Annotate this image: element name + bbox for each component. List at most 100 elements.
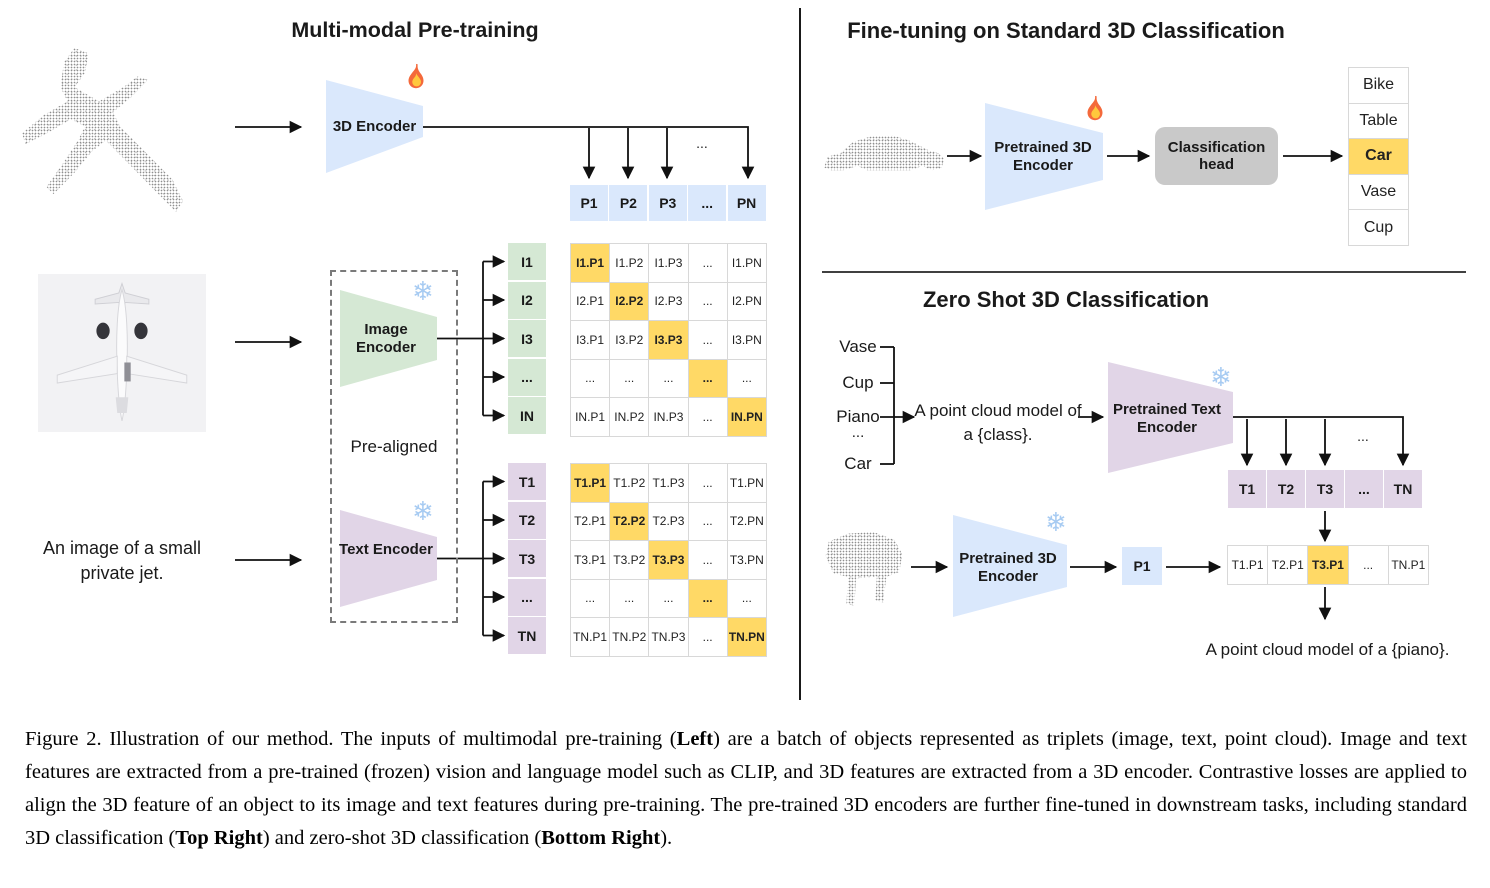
text-similarity-matrix-cell-3-2: ... xyxy=(649,579,689,618)
text-similarity-matrix-cell-0-3: ... xyxy=(688,464,728,503)
text-similarity-matrix-cell-0-1: T1.P2 xyxy=(610,464,650,503)
i-col: I1 I2 I3... IN xyxy=(508,243,546,434)
image-similarity-matrix: I1.P1 I1.P2 I1.P3... I1.PN I2.P1 I2.P2 I2.P3..… xyxy=(570,243,767,437)
text-similarity-matrix-cell-3-0: ... xyxy=(571,579,611,618)
p-row-cell-2: P3 xyxy=(648,185,687,221)
text-similarity-matrix-cell-1-1: T2.P2 xyxy=(610,502,650,541)
p1-feature-box: P1 xyxy=(1122,547,1162,585)
zs-tp-row-cell-0: T1.P1 xyxy=(1228,546,1269,585)
image-similarity-matrix-cell-3-3: ... xyxy=(688,359,728,398)
image-similarity-matrix-cell-3-2: ... xyxy=(649,359,689,398)
text-similarity-matrix-cell-4-0: TN.P1 xyxy=(571,618,611,657)
zeroshot-class: Cup xyxy=(842,373,874,392)
text-similarity-matrix-cell-1-3: ... xyxy=(688,502,728,541)
left-panel-title: Multi-modal Pre-training xyxy=(291,18,539,42)
zs-t-row-cell-1: T2 xyxy=(1267,470,1305,508)
airplane-image xyxy=(38,274,206,432)
image-similarity-matrix-cell-0-2: I1.P3 xyxy=(649,244,689,283)
image-similarity-matrix-cell-1-4: I2.PN xyxy=(727,282,767,321)
encoder-3d-label: 3D Encoder xyxy=(332,118,417,136)
image-similarity-matrix-cell-0-4: I1.PN xyxy=(727,244,767,283)
text-similarity-matrix-cell-4-3: ... xyxy=(688,618,728,657)
i-col-cell-1: I2 xyxy=(508,281,546,319)
zs-t-row-cell-0: T1 xyxy=(1228,470,1266,508)
finetune-panel-title: Fine-tuning on Standard 3D Classificatio… xyxy=(847,18,1285,43)
text-similarity-matrix-cell-3-4: ... xyxy=(727,579,767,618)
zs-tp-row: T1.P1 T2.P1 T3.P1... TN.P1 xyxy=(1227,545,1429,585)
zs-t-row-cell-4: TN xyxy=(1384,470,1422,508)
image-similarity-matrix-cell-1-2: I2.P3 xyxy=(649,282,689,321)
image-similarity-matrix-cell-1-0: I2.P1 xyxy=(571,282,611,321)
image-similarity-matrix-cell-2-3: ... xyxy=(688,321,728,360)
zeroshot-class: Piano xyxy=(836,407,880,426)
caption-bold-ref: Bottom Right xyxy=(541,827,661,849)
text-similarity-matrix-cell-0-4: T1.PN xyxy=(727,464,767,503)
text-similarity-matrix-cell-4-2: TN.P3 xyxy=(649,618,689,657)
text-encoder-label: Text Encoder xyxy=(339,541,433,558)
image-similarity-matrix-cell-3-1: ... xyxy=(610,359,650,398)
text-similarity-matrix-cell-1-2: T2.P3 xyxy=(649,502,689,541)
i-col-cell-2: I3 xyxy=(508,320,546,357)
image-similarity-matrix-cell-0-3: ... xyxy=(688,244,728,283)
image-similarity-matrix-cell-2-4: I3.PN xyxy=(727,321,767,360)
i-col-cell-0: I1 xyxy=(508,243,546,280)
text-similarity-matrix-cell-1-0: T2.P1 xyxy=(571,502,611,541)
image-similarity-matrix-cell-4-2: IN.P3 xyxy=(649,398,689,437)
classification-head-label: Classification head xyxy=(1167,138,1266,174)
snowflake-icon: ❄ xyxy=(412,276,434,306)
pre-aligned-label: Pre-aligned xyxy=(350,437,438,456)
p-row-cell-4: PN xyxy=(727,185,766,221)
image-similarity-matrix-cell-2-2: I3.P3 xyxy=(649,321,689,360)
pretrained-3d-encoder-zs-label: Pretrained 3D Encoder xyxy=(959,550,1057,585)
fire-icon xyxy=(1080,94,1110,129)
zeroshot-result-text: A point cloud model of a {piano}. xyxy=(1205,640,1450,659)
snowflake-icon: ❄ xyxy=(1210,362,1232,392)
caption-text: ). xyxy=(660,827,673,849)
image-similarity-matrix-cell-0-0: I1.P1 xyxy=(571,244,611,283)
classification-head-box: Classification head xyxy=(1155,127,1278,185)
caption-text: Figure 2. Illustration of our method. Th… xyxy=(25,728,677,750)
image-similarity-matrix-cell-2-1: I3.P2 xyxy=(610,321,650,360)
zs-t-row: T1 T2 T3... TN xyxy=(1228,470,1422,508)
image-encoder-shape xyxy=(340,290,437,387)
t-col-cell-2: T3 xyxy=(508,540,546,577)
t-col-cell-0: T1 xyxy=(508,463,546,500)
i-col-cell-4: IN xyxy=(508,397,546,434)
snowflake-icon: ❄ xyxy=(412,496,434,526)
text-similarity-matrix-cell-4-1: TN.P2 xyxy=(610,618,650,657)
pre-aligned-box xyxy=(330,270,458,623)
p-row-cell-0: P1 xyxy=(570,185,608,221)
prompt-text: A point cloud model of a {class}. xyxy=(914,401,1082,444)
text-similarity-matrix-cell-2-4: T3.PN xyxy=(727,541,767,580)
text-similarity-matrix-cell-0-2: T1.P3 xyxy=(649,464,689,503)
zs-t-row-cell-2: T3 xyxy=(1306,470,1344,508)
class-list-cell-3: Vase xyxy=(1349,174,1409,211)
image-similarity-matrix-cell-2-0: I3.P1 xyxy=(571,321,611,360)
figure-caption: Figure 2. Illustration of our method. Th… xyxy=(25,723,1467,855)
class-list-cell-2: Car xyxy=(1349,139,1409,175)
pretrained-text-encoder-shape xyxy=(1108,362,1233,473)
pretrained-3d-encoder-label: Pretrained 3D Encoder xyxy=(994,139,1092,174)
snowflake-icon: ❄ xyxy=(1045,507,1067,537)
t-col-cell-3: ... xyxy=(508,578,546,616)
pretrained-3d-encoder-zs-shape xyxy=(953,515,1067,617)
text-input-caption: An image of a small private jet. xyxy=(42,538,202,583)
image-similarity-matrix-cell-3-0: ... xyxy=(571,359,611,398)
image-encoder-label: Image Encoder xyxy=(355,321,416,356)
image-similarity-matrix-cell-4-4: IN.PN xyxy=(727,398,767,437)
class-list-cell-4: Cup xyxy=(1349,210,1409,246)
t-col-cell-4: TN xyxy=(508,617,546,654)
text-similarity-matrix-cell-2-3: ... xyxy=(688,541,728,580)
text-similarity-matrix-cell-2-1: T3.P2 xyxy=(610,541,650,580)
image-similarity-matrix-cell-1-3: ... xyxy=(688,282,728,321)
caption-bold-ref: Left xyxy=(676,728,714,750)
text-similarity-matrix: T1.P1 T1.P2 T1.P3... T1.PN T2.P1 T2.P2 T2.P3..… xyxy=(570,463,767,657)
i-col-cell-3: ... xyxy=(508,358,546,396)
class-list: Bike Table Car Vase Cup xyxy=(1348,67,1409,246)
ellipsis-p-arrows: ... xyxy=(696,135,708,151)
text-similarity-matrix-cell-3-1: ... xyxy=(610,579,650,618)
p-row: P1 P2 P3... PN xyxy=(570,185,766,221)
pretrained-3d-encoder-shape xyxy=(985,103,1103,210)
image-similarity-matrix-cell-1-1: I2.P2 xyxy=(610,282,650,321)
